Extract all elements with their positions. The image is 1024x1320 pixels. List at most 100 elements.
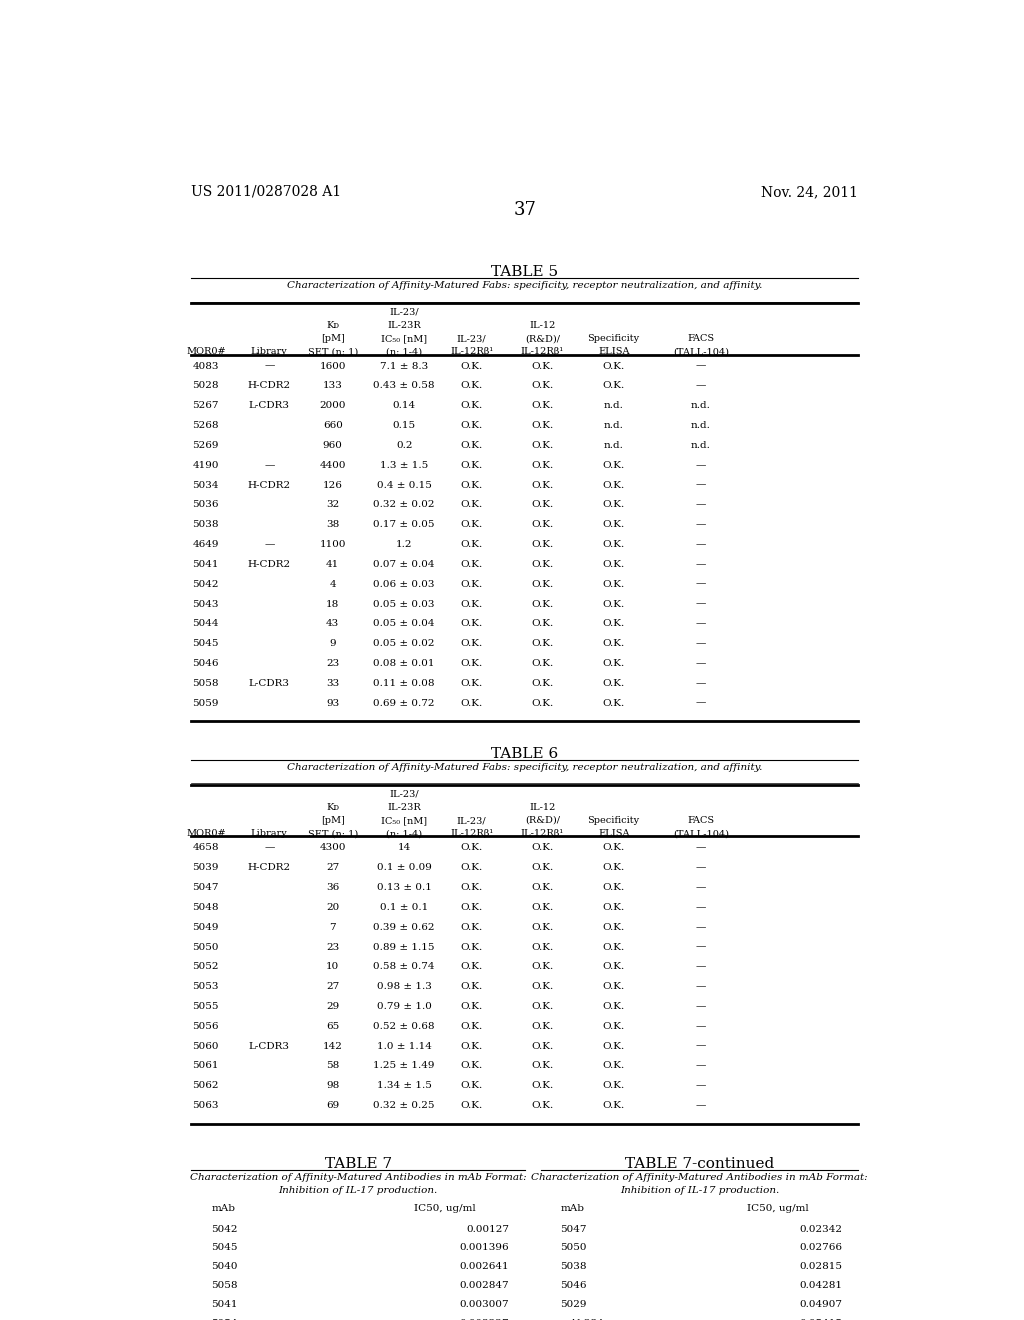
Text: SET (n: 1): SET (n: 1) — [307, 829, 357, 838]
Text: O.K.: O.K. — [531, 540, 553, 549]
Text: IC₅₀ [nM]: IC₅₀ [nM] — [381, 816, 427, 825]
Text: —: — — [695, 698, 707, 708]
Text: —: — — [695, 540, 707, 549]
Text: O.K.: O.K. — [531, 678, 553, 688]
Text: O.K.: O.K. — [531, 903, 553, 912]
Text: O.K.: O.K. — [461, 883, 482, 892]
Text: H-CDR2: H-CDR2 — [248, 381, 291, 391]
Text: mAb: mAb — [560, 1204, 585, 1213]
Text: 5058: 5058 — [193, 678, 219, 688]
Text: (n: 1-4): (n: 1-4) — [386, 829, 422, 838]
Text: —: — — [695, 903, 707, 912]
Text: O.K.: O.K. — [461, 362, 482, 371]
Text: 5039: 5039 — [193, 863, 219, 873]
Text: 5047: 5047 — [560, 1225, 587, 1234]
Text: O.K.: O.K. — [461, 1061, 482, 1071]
Text: O.K.: O.K. — [531, 1002, 553, 1011]
Text: IC₅₀ [nM]: IC₅₀ [nM] — [381, 334, 427, 343]
Text: TABLE 7-continued: TABLE 7-continued — [625, 1156, 774, 1171]
Text: O.K.: O.K. — [461, 421, 482, 430]
Text: 4083: 4083 — [193, 362, 219, 371]
Text: O.K.: O.K. — [531, 421, 553, 430]
Text: 0.05415: 0.05415 — [800, 1319, 842, 1320]
Text: 27: 27 — [326, 863, 339, 873]
Text: IL-12Rβ¹: IL-12Rβ¹ — [450, 347, 494, 356]
Text: O.K.: O.K. — [461, 982, 482, 991]
Text: 0.06 ± 0.03: 0.06 ± 0.03 — [374, 579, 435, 589]
Text: 5062: 5062 — [193, 1081, 219, 1090]
Text: FACS: FACS — [687, 334, 715, 343]
Text: O.K.: O.K. — [531, 942, 553, 952]
Text: mAb23A: mAb23A — [560, 1319, 605, 1320]
Text: Kᴅ: Kᴅ — [327, 321, 339, 330]
Text: IL-12: IL-12 — [529, 803, 555, 812]
Text: —: — — [695, 1061, 707, 1071]
Text: 23: 23 — [326, 659, 339, 668]
Text: MOR0#: MOR0# — [186, 347, 225, 356]
Text: 0.02766: 0.02766 — [800, 1243, 842, 1253]
Text: O.K.: O.K. — [531, 982, 553, 991]
Text: 5040: 5040 — [211, 1262, 238, 1271]
Text: O.K.: O.K. — [602, 678, 625, 688]
Text: 98: 98 — [326, 1081, 339, 1090]
Text: Characterization of Affinity-Matured Fabs: specificity, receptor neutralization,: Characterization of Affinity-Matured Fab… — [287, 763, 763, 772]
Text: Inhibition of IL-17 production.: Inhibition of IL-17 production. — [620, 1185, 779, 1195]
Text: 18: 18 — [326, 599, 339, 609]
Text: 5036: 5036 — [193, 500, 219, 510]
Text: 5048: 5048 — [193, 903, 219, 912]
Text: Nov. 24, 2011: Nov. 24, 2011 — [761, 185, 858, 199]
Text: 7.1 ± 8.3: 7.1 ± 8.3 — [380, 362, 428, 371]
Text: 0.39 ± 0.62: 0.39 ± 0.62 — [374, 923, 435, 932]
Text: 5045: 5045 — [211, 1243, 238, 1253]
Text: O.K.: O.K. — [531, 639, 553, 648]
Text: Kᴅ: Kᴅ — [327, 803, 339, 812]
Text: (TALL-104): (TALL-104) — [673, 347, 729, 356]
Text: 0.05 ± 0.04: 0.05 ± 0.04 — [374, 619, 435, 628]
Text: 33: 33 — [326, 678, 339, 688]
Text: 0.003227: 0.003227 — [460, 1319, 509, 1320]
Text: 1.2: 1.2 — [396, 540, 413, 549]
Text: —: — — [695, 381, 707, 391]
Text: 5055: 5055 — [193, 1002, 219, 1011]
Text: 4190: 4190 — [193, 461, 219, 470]
Text: 0.04281: 0.04281 — [800, 1280, 842, 1290]
Text: O.K.: O.K. — [602, 480, 625, 490]
Text: (TALL-104): (TALL-104) — [673, 829, 729, 838]
Text: —: — — [695, 1081, 707, 1090]
Text: O.K.: O.K. — [602, 962, 625, 972]
Text: O.K.: O.K. — [602, 923, 625, 932]
Text: IL-23R: IL-23R — [387, 321, 421, 330]
Text: 7: 7 — [330, 923, 336, 932]
Text: 960: 960 — [323, 441, 343, 450]
Text: —: — — [695, 962, 707, 972]
Text: O.K.: O.K. — [461, 619, 482, 628]
Text: Library: Library — [251, 347, 288, 356]
Text: 0.14: 0.14 — [392, 401, 416, 411]
Text: 0.02815: 0.02815 — [800, 1262, 842, 1271]
Text: IC50, ug/ml: IC50, ug/ml — [748, 1204, 809, 1213]
Text: 0.002847: 0.002847 — [460, 1280, 509, 1290]
Text: —: — — [695, 883, 707, 892]
Text: O.K.: O.K. — [531, 480, 553, 490]
Text: O.K.: O.K. — [602, 579, 625, 589]
Text: O.K.: O.K. — [531, 381, 553, 391]
Text: 5052: 5052 — [193, 962, 219, 972]
Text: 2000: 2000 — [319, 401, 346, 411]
Text: 0.05 ± 0.02: 0.05 ± 0.02 — [374, 639, 435, 648]
Text: [pM]: [pM] — [321, 816, 345, 825]
Text: IL-12Rβ¹: IL-12Rβ¹ — [520, 829, 564, 838]
Text: 0.58 ± 0.74: 0.58 ± 0.74 — [374, 962, 435, 972]
Text: O.K.: O.K. — [461, 579, 482, 589]
Text: O.K.: O.K. — [602, 500, 625, 510]
Text: 58: 58 — [326, 1061, 339, 1071]
Text: —: — — [695, 619, 707, 628]
Text: 5063: 5063 — [193, 1101, 219, 1110]
Text: n.d.: n.d. — [691, 441, 711, 450]
Text: O.K.: O.K. — [602, 1002, 625, 1011]
Text: US 2011/0287028 A1: US 2011/0287028 A1 — [191, 185, 342, 199]
Text: O.K.: O.K. — [461, 401, 482, 411]
Text: O.K.: O.K. — [531, 1101, 553, 1110]
Text: O.K.: O.K. — [531, 461, 553, 470]
Text: IL-23/: IL-23/ — [389, 308, 419, 317]
Text: —: — — [695, 1002, 707, 1011]
